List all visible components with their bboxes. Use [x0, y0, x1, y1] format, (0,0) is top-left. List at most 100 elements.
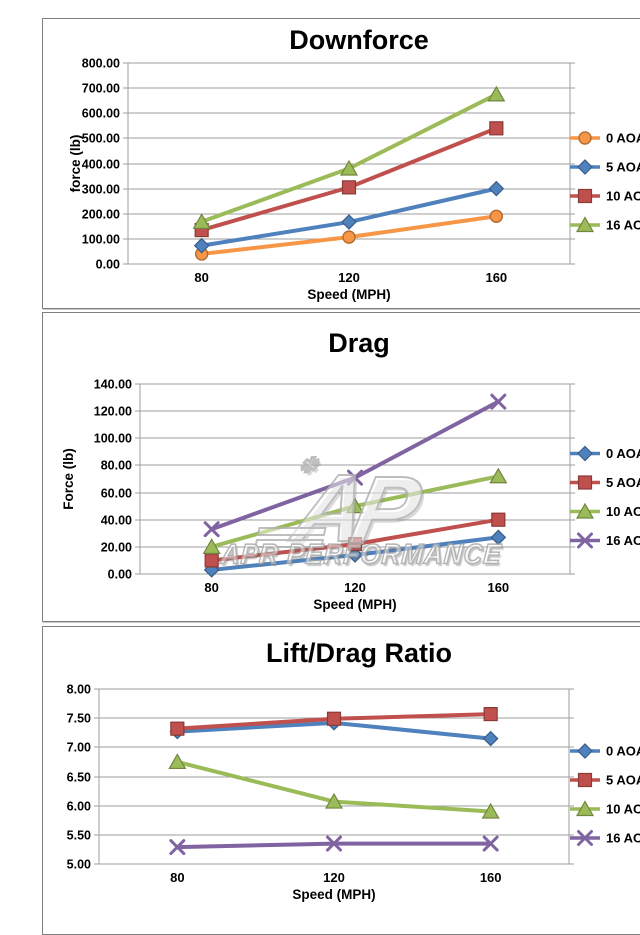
series-10-aoa: [194, 121, 504, 238]
y-tick-label: 0.00: [96, 258, 120, 272]
y-tick-label: 80.00: [101, 459, 132, 473]
y-tick-label: 6.00: [67, 800, 91, 814]
legend-item-10-aoa: 10 AOA: [570, 800, 640, 817]
y-tick-label: 600.00: [82, 107, 120, 121]
x-tick-label: 80: [194, 270, 208, 285]
y-tick-label: 5.50: [67, 829, 91, 843]
y-tick-label: 500.00: [82, 132, 120, 146]
circle-marker-icon: [342, 230, 356, 244]
y-tick-label: 7.50: [67, 712, 91, 726]
chart-title-lift-drag-ratio: Lift/Drag Ratio: [266, 638, 452, 668]
triangle-marker-icon: [339, 159, 359, 176]
legend-label: 5 AOA: [606, 773, 640, 788]
triangle-marker-icon: [324, 792, 344, 809]
y-tick-label: 700.00: [82, 82, 120, 96]
chart-title-downforce: Downforce: [289, 25, 429, 55]
y-tick-label: 800.00: [82, 57, 120, 71]
square-marker-icon: [326, 711, 342, 726]
legend-label: 5 AOA: [606, 160, 640, 175]
drag-plot-area: 0.00 20.00 40.00 60.00 80.00 100.00 120.00 140.…: [43, 313, 640, 621]
y-axis-title: Force (lb): [61, 448, 76, 510]
y-tick-label: 140.00: [94, 378, 132, 392]
legend-label: 0 AOA: [606, 131, 640, 146]
x-tick-label: 160: [480, 870, 502, 885]
triangle-marker-icon: [489, 467, 508, 484]
legend-label: 10 AOA: [606, 802, 640, 817]
square-marker-icon: [204, 553, 219, 568]
y-tick-label: 100.00: [94, 432, 132, 446]
square-marker-icon: [170, 721, 185, 736]
legend-item-16-aoa: 16 AOA: [570, 830, 640, 846]
drag-chart-panel: Drag 0.00 20.00 40.00 60.00 80.00 100.00 120.0…: [42, 312, 640, 622]
series-5-aoa: [204, 512, 506, 568]
legend-item-5-aoa: 5 AOA: [570, 159, 640, 175]
diamond-marker-icon: [577, 159, 593, 175]
x-marker-icon: [490, 393, 507, 410]
square-marker-icon: [491, 512, 506, 527]
triangle-marker-icon: [575, 800, 595, 817]
y-axis-title: force (lb): [68, 135, 83, 193]
chart-graphic: [326, 835, 342, 852]
x-marker-icon: [577, 532, 593, 549]
y-tick-label: 6.50: [67, 771, 91, 785]
chart-graphic: [169, 839, 186, 856]
triangle-marker-icon: [168, 753, 187, 770]
x-tick-label: 120: [344, 580, 366, 595]
chart-graphic: [347, 469, 363, 486]
series-5-aoa: [170, 706, 498, 736]
diamond-marker-icon: [577, 445, 593, 462]
x-marker-icon: [169, 839, 186, 856]
legend-label: 10 AOA: [606, 504, 640, 519]
x-axis-title: Speed (MPH): [307, 287, 390, 302]
triangle-marker-icon: [202, 538, 221, 554]
legend-label: 16 AOA: [606, 831, 640, 846]
x-marker-icon: [326, 835, 342, 852]
x-marker-icon: [482, 835, 499, 852]
chart-graphic: [577, 830, 593, 846]
legend-item-5-aoa: 5 AOA: [570, 475, 640, 490]
legend-item-16-aoa: 16 AOA: [570, 216, 640, 233]
legend-item-16-aoa: 16 AOA: [570, 532, 640, 549]
series-16-aoa: [169, 835, 499, 856]
series-16-aoa: [203, 393, 507, 538]
downforce-plot-area: 0.00 100.00 200.00 300.00 400.00 500.00 600.00…: [43, 19, 640, 308]
lift-drag-ratio-plot-area: 5.00 5.50 6.00 6.50 7.00 7.50 8.00 80 120 160 Spee…: [43, 627, 640, 934]
legend-item-0-aoa: 0 AOA: [570, 743, 640, 759]
triangle-marker-icon: [481, 802, 500, 819]
drag-chart-svg: 0.00 20.00 40.00 60.00 80.00 100.00 120.00 140.…: [61, 378, 640, 613]
x-marker-icon: [577, 830, 593, 846]
circle-marker-icon: [578, 131, 592, 145]
square-marker-icon: [483, 706, 498, 722]
x-tick-label: 120: [323, 870, 345, 885]
diamond-marker-icon: [193, 237, 210, 254]
diamond-marker-icon: [490, 529, 507, 546]
square-marker-icon: [489, 121, 504, 136]
x-tick-label: 160: [485, 270, 507, 285]
lift-drag-ratio-chart-svg: 5.00 5.50 6.00 6.50 7.00 7.50 8.00 80 120 160 Spee…: [67, 683, 640, 903]
circle-marker-icon: [489, 209, 504, 223]
series-10-aoa: [168, 753, 500, 819]
triangle-marker-icon: [575, 216, 595, 233]
x-tick-label: 160: [487, 580, 509, 595]
chart-graphic: [482, 835, 499, 852]
legend-label: 10 AOA: [606, 189, 640, 204]
chart-title-drag: Drag: [328, 328, 390, 358]
chart-graphic: [577, 532, 593, 549]
square-marker-icon: [577, 772, 593, 788]
triangle-marker-icon: [345, 497, 365, 514]
x-tick-label: 80: [170, 870, 184, 885]
x-marker-icon: [203, 521, 220, 538]
square-marker-icon: [577, 188, 593, 204]
legend-item-0-aoa: 0 AOA: [570, 445, 640, 462]
square-marker-icon: [347, 537, 363, 552]
square-marker-icon: [341, 180, 357, 195]
legend-label: 5 AOA: [606, 475, 640, 490]
downforce-chart-panel: Downforce 0.00 100.00 200.00 300.00 400.00 50…: [42, 18, 640, 309]
y-tick-label: 120.00: [94, 405, 132, 419]
triangle-marker-icon: [192, 213, 211, 229]
y-tick-label: 200.00: [82, 208, 120, 222]
diamond-marker-icon: [577, 743, 593, 759]
legend-item-10-aoa: 10 AOA: [570, 502, 640, 519]
series-10-aoa: [202, 467, 508, 554]
legend-label: 16 AOA: [606, 218, 640, 233]
